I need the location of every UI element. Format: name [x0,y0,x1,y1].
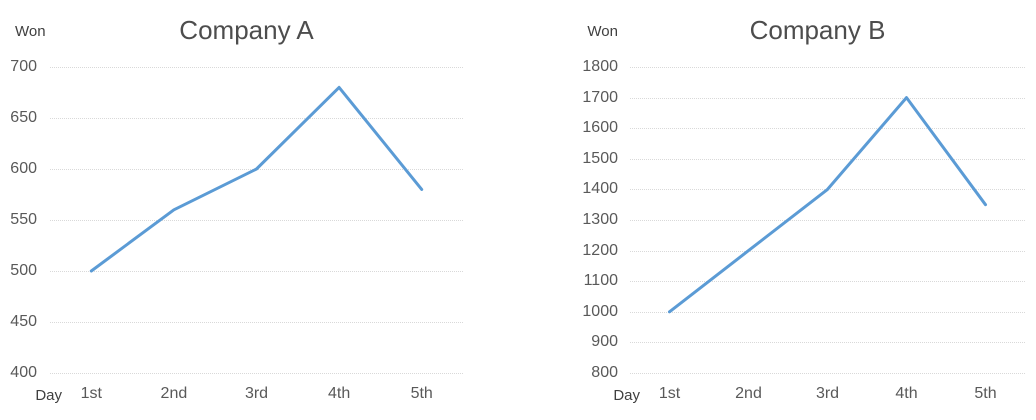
gridline [50,169,463,170]
y-tick-label: 1000 [582,302,618,320]
y-tick-label: 700 [10,58,37,75]
y-tick-label: 650 [10,109,37,126]
chart-title: Company A [179,15,314,45]
x-tick-label: 2nd [735,385,762,402]
y-tick-label: 1700 [582,88,618,106]
x-tick-label: 1st [80,385,102,402]
x-tick-label: 5th [410,385,433,402]
gridline [630,189,1025,191]
x-axis-unit-label: Day [35,387,62,404]
x-tick-label: 5th [974,385,997,402]
x-tick-label: 3rd [815,385,840,402]
y-axis-unit-label: Won [587,23,618,40]
chart-company-a: Company A Won Day 700 650 600 550 500 450 400 1… [10,15,463,404]
gridline [630,97,1025,99]
gridline [630,373,1025,374]
chart-title: Company B [749,15,886,45]
x-tick-label: 4th [327,385,351,402]
gridline [50,373,463,374]
y-axis-unit-label: Won [15,23,46,40]
gridline [630,342,1025,344]
y-tick-label: 800 [591,364,618,381]
y-tick-label: 500 [10,262,37,279]
y-tick-label: 1800 [582,58,618,75]
gridline [630,67,1025,68]
y-tick-label: 550 [10,211,37,228]
y-tick-label: 1600 [582,119,618,137]
gridline [50,271,463,272]
chart-company-b: Company B Won Day 1800 1700 1600 1500 1400 13… [518,0,1036,420]
y-tick-label: 1400 [582,180,618,198]
y-tick-label: 1100 [583,272,618,290]
x-axis-unit-label: Day [613,387,640,404]
y-tick-label: 400 [10,364,37,381]
y-tick-label: 1500 [582,149,618,167]
gridline [630,158,1025,160]
gridline [630,220,1025,221]
y-tick-label: 1200 [582,241,618,259]
x-tick-label: 1st [658,385,681,402]
y-tick-label: 1300 [582,211,618,228]
gridline [50,220,463,221]
gridline [50,118,463,119]
line-series [89,85,424,273]
gridline [50,67,463,68]
gridline [630,281,1025,283]
gridline [630,128,1025,130]
y-tick-label: 450 [10,313,37,330]
y-tick-label: 900 [591,333,618,351]
x-tick-label: 4th [895,385,918,402]
x-tick-label: 2nd [160,385,188,402]
y-tick-label: 600 [10,160,37,177]
gridline [50,322,463,323]
gridline [630,311,1025,313]
gridline [630,250,1025,252]
x-tick-label: 3rd [244,385,269,402]
